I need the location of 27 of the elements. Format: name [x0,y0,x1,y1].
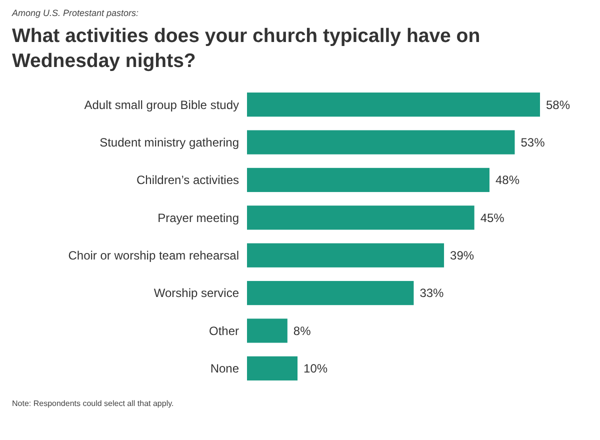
data-label: 58% [546,98,570,112]
bar [247,168,490,192]
bar [247,92,540,117]
data-label: 48% [495,173,520,188]
data-label: 53% [520,135,546,150]
data-label: 39% [450,248,474,263]
data-label: 8% [293,324,312,338]
y-tick-label: Children’s activities [136,173,239,188]
y-tick-label: Choir or worship team rehearsal [68,248,239,263]
data-label: 33% [420,286,444,300]
text: Among U.S. Protestant pastors: [11,8,140,18]
text: Note: Respondents could select all that apply. [12,399,174,408]
data-label: 10% [304,362,328,376]
bar [247,318,288,343]
y-tick-label: Adult small group Bible study [84,98,239,112]
bar [247,206,474,230]
bar [247,130,515,154]
y-tick-label: Student ministry gathering [100,135,239,150]
y-tick-label: Prayer meeting [158,210,239,225]
bar [247,356,298,380]
data-label: 45% [480,210,505,225]
bar [247,280,414,306]
chart-title: What activities does your church typically have on Wednesday nights? [12,25,480,72]
y-tick-label: None [210,362,240,376]
y-tick-label: Worship service [154,286,240,300]
bar [247,243,444,268]
y-tick-label: Other [208,324,239,338]
